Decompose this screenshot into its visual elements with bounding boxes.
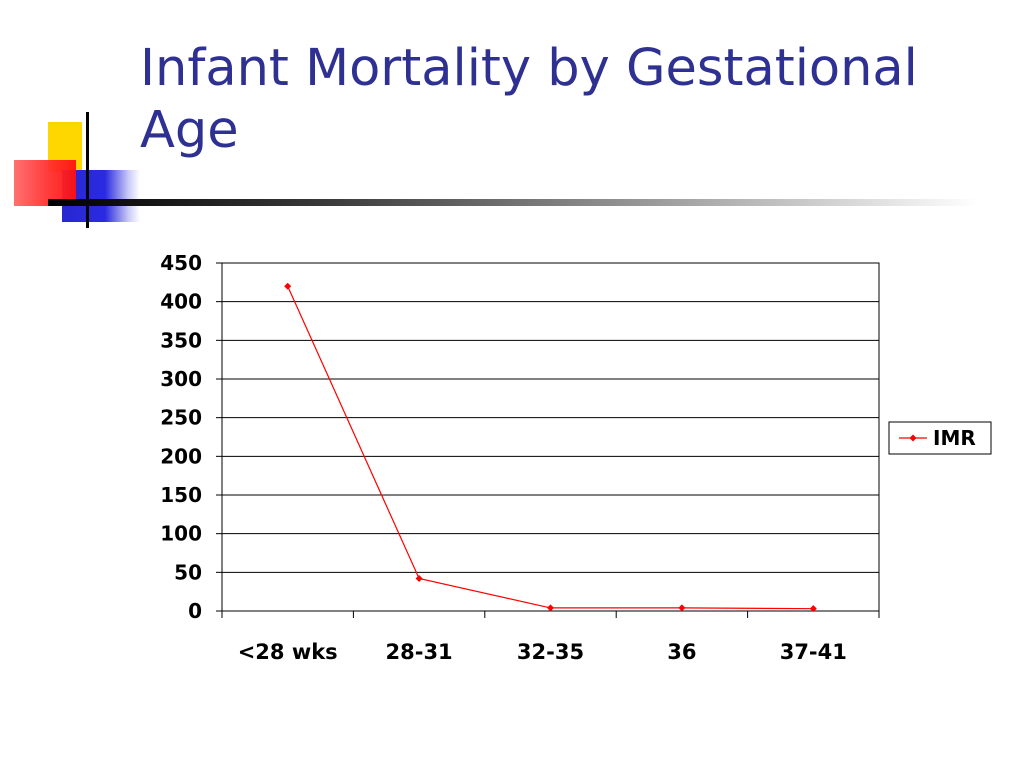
data-point	[547, 604, 554, 612]
decor-vertical-line	[86, 112, 89, 228]
y-tick-label: 400	[160, 290, 202, 314]
x-tick-label: 32-35	[517, 640, 584, 664]
data-point	[284, 282, 292, 290]
x-tick-label: 37-41	[780, 640, 847, 664]
legend-label: IMR	[933, 426, 976, 450]
y-tick-label: 0	[188, 599, 202, 623]
title-divider	[48, 199, 978, 206]
y-tick-label: 100	[160, 522, 202, 546]
y-tick-label: 150	[160, 483, 202, 507]
x-tick-label: 28-31	[386, 640, 453, 664]
y-tick-label: 200	[160, 444, 202, 468]
plot-area	[221, 262, 880, 612]
y-tick-label: 450	[160, 251, 202, 275]
y-tick-label: 350	[160, 328, 202, 352]
y-tick-label: 300	[160, 367, 202, 391]
slide-title: Infant Mortality by Gestational Age	[140, 39, 918, 160]
data-point	[415, 575, 423, 583]
x-tick-label: <28 wks	[238, 640, 338, 664]
decor-red-square	[14, 160, 76, 206]
x-tick-label: 36	[667, 640, 696, 664]
data-point	[809, 605, 817, 613]
y-tick-label: 50	[174, 560, 202, 584]
legend-swatch-marker	[909, 434, 917, 442]
data-point	[678, 604, 686, 612]
y-tick-label: 250	[160, 406, 202, 430]
